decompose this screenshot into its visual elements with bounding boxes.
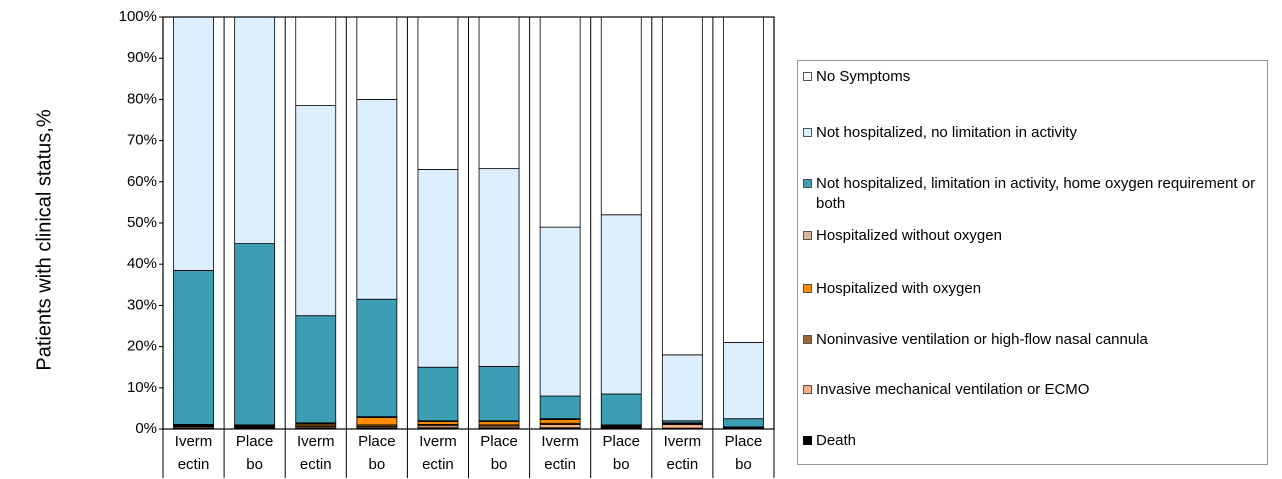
y-tick-label: 90% [127, 49, 157, 66]
x-tick-label: Place bo [602, 433, 641, 473]
x-tick-label: Place bo [480, 433, 518, 473]
legend-label: Invasive mechanical ventilation or ECMO [816, 381, 1090, 398]
bar-segment [539, 424, 581, 429]
y-tick-label: 50% [127, 214, 157, 231]
bar-segment [723, 418, 764, 428]
x-tick-label: Place bo [358, 433, 396, 473]
bar-segment [661, 354, 703, 422]
bar-segment [661, 16, 703, 356]
y-tick-label: 10% [127, 379, 157, 396]
bar-segment [356, 298, 398, 418]
bar-segment [600, 16, 642, 216]
bar-segment [539, 16, 581, 228]
legend-entry: Death [803, 431, 1271, 451]
legend-swatch [803, 179, 812, 188]
bar-segment [478, 421, 520, 426]
bar-segment [234, 243, 276, 426]
bar-segment [478, 16, 520, 170]
bar-segment [417, 16, 459, 170]
bar-segment [417, 421, 459, 425]
legend-entry: Invasive mechanical ventilation or ECMO [803, 380, 1271, 400]
y-tick-label: 20% [127, 338, 157, 355]
bar-segment [539, 226, 581, 397]
legend-swatch [803, 284, 812, 293]
bar-segment [356, 417, 398, 426]
y-tick-label: 80% [127, 90, 157, 107]
legend-entry: No Symptoms [803, 67, 1271, 87]
bar-segment [295, 105, 337, 317]
legend-label: Hospitalized with oxygen [816, 280, 982, 297]
bar-segment [539, 395, 581, 420]
y-tick-label: 40% [127, 255, 157, 272]
legend-swatch [803, 72, 812, 81]
x-tick-label: Iverm ectin [541, 433, 579, 473]
legend-entry: Noninvasive ventilation or high-flow nas… [803, 330, 1271, 350]
bar-segment [356, 16, 398, 100]
legend-swatch [803, 335, 812, 344]
legend-entry: Not hospitalized, no limitation in activ… [803, 123, 1271, 143]
y-tick-label: 70% [127, 132, 157, 149]
bar-segment [600, 393, 642, 426]
bar-segment [661, 424, 703, 429]
x-tick-label: Place bo [724, 433, 763, 473]
bar-segment [723, 16, 764, 343]
bar-segment [478, 365, 520, 422]
legend-swatch [803, 231, 812, 240]
legend-label: Hospitalized without oxygen [816, 227, 1002, 244]
bar-segment [295, 16, 337, 106]
bar-segment [356, 99, 398, 300]
x-tick-label: Iverm ectin [663, 433, 702, 473]
bar-segment [295, 315, 337, 424]
legend-label: No Symptoms [816, 68, 911, 85]
y-tick-label: 30% [127, 296, 157, 313]
bar-segment [600, 214, 642, 395]
bar-segment [723, 342, 764, 420]
legend-entry: Hospitalized without oxygen [803, 226, 1271, 246]
legend-label: Death [816, 432, 857, 449]
legend-swatch [803, 128, 812, 137]
x-tick-label: Iverm ectin [174, 433, 213, 473]
bar-segment [478, 168, 520, 367]
x-tick-label: Iverm ectin [419, 433, 457, 473]
legend-swatch [803, 436, 812, 445]
bar-segment [234, 16, 276, 245]
bar-segment [539, 419, 581, 424]
y-tick-label: 60% [127, 173, 157, 190]
x-tick-label: Iverm ectin [297, 433, 335, 473]
legend-label: Noninvasive ventilation or high-flow nas… [816, 331, 1148, 348]
legend-swatch [803, 385, 812, 394]
legend-entry: Hospitalized with oxygen [803, 279, 1271, 299]
bar-segment [173, 16, 214, 271]
legend-entry: Not hospitalized, limitation in activity… [803, 174, 1271, 214]
bar-segment [173, 269, 214, 425]
y-tick-label: 0% [135, 420, 157, 437]
bar-segment [417, 169, 459, 368]
x-tick-label: Place bo [235, 433, 274, 473]
legend-label: Not hospitalized, limitation in activity… [816, 175, 1256, 212]
bar-segment [417, 366, 459, 422]
y-tick-label: 100% [119, 8, 157, 25]
legend-label: Not hospitalized, no limitation in activ… [816, 124, 1077, 141]
plot-border [162, 16, 775, 430]
y-axis-title: Patients with clinical status,% [33, 109, 55, 370]
legend [797, 60, 1268, 465]
